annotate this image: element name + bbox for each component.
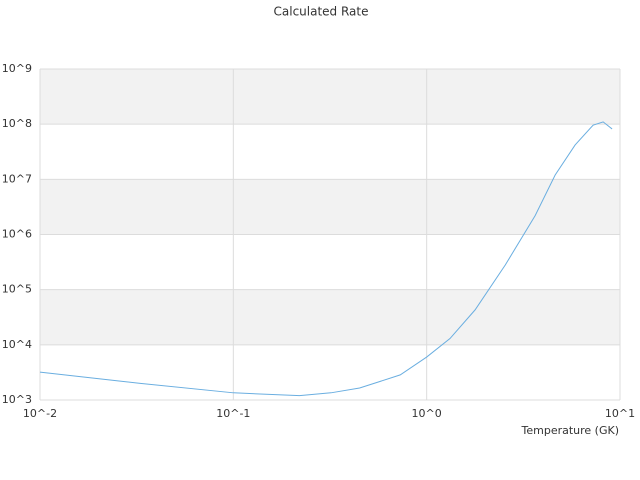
x-tick-label: 10^0: [412, 407, 442, 420]
y-tick-label: 10^9: [2, 62, 32, 75]
grid-band: [40, 69, 620, 125]
grid-band: [40, 179, 620, 235]
y-tick-label: 10^5: [2, 283, 32, 296]
x-tick-label: 10^-2: [23, 407, 57, 420]
chart-title: Calculated Rate: [274, 5, 369, 19]
y-tick-label: 10^7: [2, 172, 32, 185]
data-line: [39, 121, 613, 397]
grid-band: [40, 289, 620, 345]
y-tick-label: 10^6: [2, 228, 32, 241]
x-tick-label: 10^-1: [216, 407, 250, 420]
y-tick-label: 10^3: [2, 393, 32, 406]
y-tick-label: 10^8: [2, 117, 32, 130]
x-tick-label: 10^1: [605, 407, 635, 420]
x-axis-label: Temperature (GK): [521, 424, 620, 437]
y-tick-label: 10^4: [2, 338, 32, 351]
